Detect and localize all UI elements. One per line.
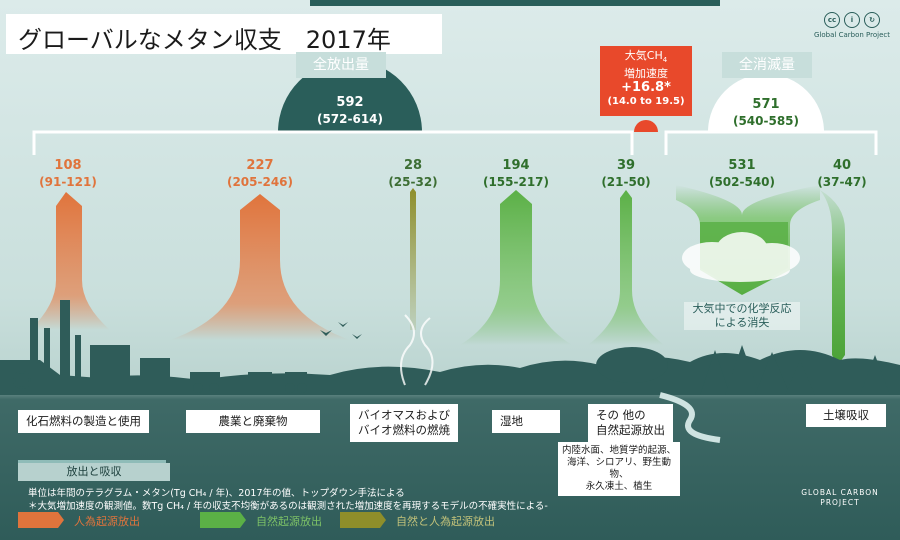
birds (320, 322, 362, 339)
growth-line1: 大気CH4 (624, 49, 668, 65)
agriculture-label: 農業と廃棄物 (186, 410, 320, 433)
forest-silhouette (700, 345, 890, 395)
growth-line2: 増加速度 (624, 67, 668, 81)
sinks-total-label: 全消滅量 (722, 52, 812, 78)
cc-icon: cc (824, 12, 840, 28)
page-title: グローバルなメタン収支 2017年 (6, 14, 442, 54)
cloud (682, 232, 800, 282)
river (659, 392, 721, 443)
soil-sink-label: 土壌吸収 (806, 404, 886, 427)
fossil-fuel-arrow (30, 192, 110, 330)
atmospheric-sink-value: 531 (502-540) (708, 158, 776, 189)
wetlands-label: 湿地 (492, 410, 560, 433)
other-natural-label: その 他の 自然起源放出 (588, 404, 673, 442)
wetlands-value: 194 (155-217) (482, 158, 550, 189)
wetlands-arrow (460, 190, 572, 345)
footer-note-1: 単位は年間のテラグラム・メタン(Tg CH₄ / 年)、2017年の値、トップダ… (28, 488, 405, 499)
ground-silhouette (0, 350, 900, 395)
sinks-bracket (664, 130, 878, 155)
smoke (400, 314, 434, 386)
factory-silhouette (13, 300, 170, 389)
growth-range: (14.0 to 19.5) (607, 96, 685, 108)
footer-note-2: ＊大気増加速度の観測値。数Tg CH₄ / 年の収支不均衡があるのは観測された増… (28, 501, 548, 512)
gcp-logo: GLOBAL CARBON PROJECT (801, 488, 879, 507)
soil-sink-value: 40 (37-47) (817, 158, 867, 189)
agriculture-arrow (170, 194, 350, 340)
legend-swatch-anthropogenic (18, 512, 64, 528)
legend-label-mixed: 自然と人為起源放出 (396, 515, 495, 528)
cc-license-logo: cc i ↻ Global Carbon Project (812, 12, 892, 39)
agriculture-value: 227 (205-246) (226, 158, 294, 189)
emissions-total-value: 592 (572-614) (316, 95, 384, 126)
footer-divider (18, 460, 166, 463)
other-natural-detail: 内陸水面、地質学的起源、 海洋、シロアリ、野生動物、 永久凍土、植生 (558, 442, 680, 496)
footer-section-label: 放出と吸収 (18, 463, 170, 481)
growth-rate-box: 大気CH4 増加速度 +16.8* (14.0 to 19.5) (600, 46, 692, 116)
legend-label-natural: 自然起源放出 (256, 515, 322, 528)
atmospheric-sink-label: 大気中での化学反応 による消失 (684, 302, 800, 330)
cc-org-text: Global Carbon Project (814, 31, 890, 39)
legend-swatch-mixed (340, 512, 386, 528)
biomass-arrow (410, 188, 416, 330)
fossil-value: 108 (91-121) (39, 158, 97, 189)
emissions-bracket (32, 130, 634, 155)
farm-silhouette (190, 372, 307, 393)
biomass-value: 28 (25-32) (388, 158, 438, 189)
soil-sink-arrow (820, 190, 845, 365)
fossil-label: 化石燃料の製造と使用 (18, 410, 149, 433)
by-icon: i (844, 12, 860, 28)
top-accent-bar (310, 0, 720, 6)
legend-swatch-natural (200, 512, 246, 528)
emissions-total-label: 全放出量 (296, 52, 386, 78)
growth-value: +16.8* (621, 80, 671, 96)
emissions-total-semicircle (278, 60, 422, 132)
growth-semicircle (634, 120, 658, 132)
legend-label-anthropogenic: 人為起源放出 (74, 515, 140, 528)
biomass-label: バイオマスおよび バイオ燃料の燃焼 (350, 404, 458, 442)
sinks-total-value: 571 (540-585) (732, 97, 800, 128)
tree-silhouette (596, 347, 668, 390)
other-natural-value: 39 (21-50) (601, 158, 651, 189)
sinks-total-semicircle (708, 74, 824, 132)
other-natural-arrow (588, 190, 664, 345)
sa-icon: ↻ (864, 12, 880, 28)
